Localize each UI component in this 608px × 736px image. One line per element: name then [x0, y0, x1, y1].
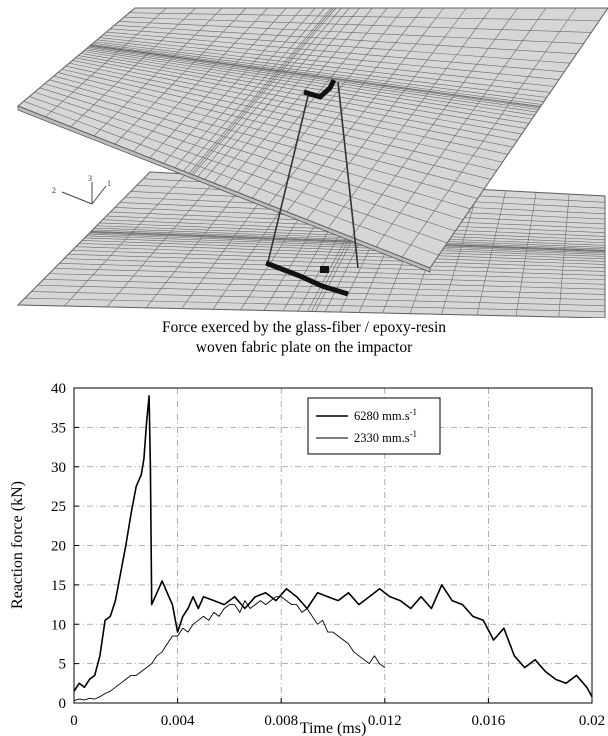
y-tick-label: 15	[51, 578, 66, 594]
series-line-1	[73, 596, 386, 702]
y-tick-label: 40	[51, 381, 66, 397]
triad-label-2: 2	[52, 186, 56, 195]
upper-plate-mesh	[17, 7, 608, 273]
triad-label-3: 3	[88, 174, 92, 183]
x-tick-label: 0.004	[161, 713, 195, 729]
x-tick-label: 0	[70, 713, 78, 729]
y-tick-label: 0	[59, 696, 67, 712]
impact-mesh-figure: 2 3 1	[16, 7, 608, 318]
x-axis-label: Time (ms)	[300, 720, 367, 736]
impactor-geometry	[265, 78, 359, 297]
x-tick-label: 0.008	[264, 713, 298, 729]
series-line-0	[73, 395, 593, 698]
legend-label-0: 6280 mm.s-1	[354, 407, 417, 423]
legend-box	[307, 397, 441, 455]
x-tick-label: 0.012	[368, 713, 402, 729]
legend-label-1: 2330 mm.s-1	[354, 429, 417, 445]
caption-line-1: Force exerced by the glass-fiber / epoxy…	[161, 319, 447, 336]
reaction-force-chart: 0 5 10 15 20 25 30 35 40 0 0.004 0.008 0.012 0.016 0.0…	[9, 381, 605, 736]
chart-ticks: 0 5 10 15 20 25 30 35 40 0 0.004 0.008 0.012 0.016 0.0…	[51, 381, 605, 729]
caption-line-2: woven fabric plate on the impactor	[195, 339, 413, 356]
chart-series	[73, 395, 593, 702]
y-tick-label: 25	[51, 499, 66, 515]
figure-caption: Force exerced by the glass-fiber / epoxy…	[0, 318, 608, 358]
x-tick-label: 0.016	[472, 713, 506, 729]
y-tick-label: 5	[59, 657, 67, 673]
chart-legend: 6280 mm.s-1 2330 mm.s-1	[307, 397, 441, 455]
y-tick-label: 35	[51, 420, 66, 436]
y-tick-label: 10	[51, 617, 66, 633]
x-tick-label: 0.02	[579, 713, 605, 729]
y-tick-label: 30	[51, 460, 66, 476]
triad-label-1: 1	[107, 179, 111, 188]
y-tick-label: 20	[51, 539, 66, 555]
axis-triad: 2 3 1	[52, 174, 111, 205]
y-axis-label: Reaction force (kN)	[9, 481, 26, 609]
